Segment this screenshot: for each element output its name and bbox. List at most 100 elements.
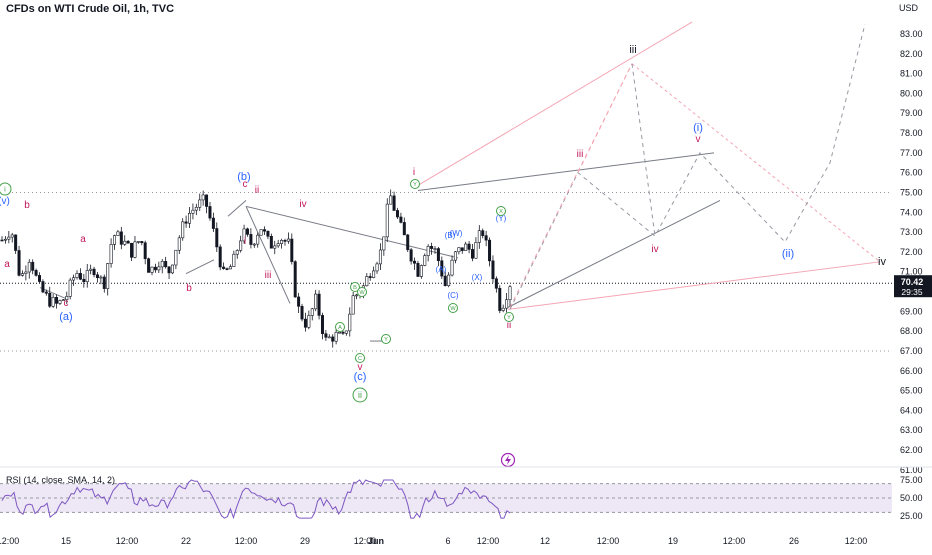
price-tick-label: 75.00 bbox=[900, 187, 923, 197]
projection-path bbox=[509, 23, 866, 310]
candle-body bbox=[307, 315, 311, 328]
chart-title: CFDs on WTI Crude Oil, 1h, TVC bbox=[6, 3, 175, 15]
candle-body bbox=[508, 286, 512, 301]
wave-label: ii bbox=[255, 185, 259, 196]
candle-body bbox=[31, 261, 35, 271]
circled-wave-x-text: X bbox=[499, 209, 503, 215]
time-tick-label: 12:00 bbox=[116, 536, 139, 546]
candle-body bbox=[266, 230, 270, 237]
flash-icon-bolt bbox=[505, 455, 511, 465]
candle-body bbox=[194, 206, 198, 211]
candle-body bbox=[65, 296, 69, 300]
time-tick-label: 12 bbox=[540, 536, 550, 546]
candle-body bbox=[273, 245, 277, 249]
candle-body bbox=[348, 313, 352, 332]
time-tick-label: 29 bbox=[300, 536, 310, 546]
candle-body bbox=[48, 292, 52, 307]
price-tick-label: 61.00 bbox=[900, 465, 923, 475]
circled-wave-c bbox=[355, 353, 365, 363]
candle-body bbox=[280, 240, 284, 244]
projection-channel bbox=[631, 63, 881, 263]
candle-body bbox=[133, 241, 137, 258]
wave-label: b bbox=[186, 283, 192, 294]
candle-body bbox=[440, 260, 444, 277]
candle-body bbox=[68, 279, 72, 297]
wave-label: (A) bbox=[436, 265, 447, 274]
candle-body bbox=[205, 194, 209, 207]
candle-body bbox=[34, 270, 38, 276]
candle-body bbox=[20, 273, 24, 276]
circled-wave-b bbox=[350, 282, 360, 292]
candle-body bbox=[399, 216, 403, 223]
trend-line bbox=[185, 259, 215, 275]
candle-body bbox=[460, 247, 464, 251]
candle-body bbox=[433, 248, 437, 250]
candle-body bbox=[385, 203, 389, 238]
candle-body bbox=[263, 229, 267, 232]
candle-body bbox=[126, 240, 130, 244]
price-tick-label: 64.00 bbox=[900, 405, 923, 415]
candle-body bbox=[191, 209, 195, 214]
wave-label: v bbox=[696, 134, 701, 145]
candle-body bbox=[136, 241, 140, 243]
circled-wave-a bbox=[335, 322, 345, 332]
circled-wave-w bbox=[448, 303, 458, 313]
candle-body bbox=[150, 266, 154, 273]
candle-body bbox=[491, 260, 495, 280]
candle-body bbox=[375, 263, 379, 272]
candle-body bbox=[297, 296, 301, 307]
wave-label: b bbox=[24, 200, 30, 211]
time-tick-label: 12:00 bbox=[845, 536, 868, 546]
circled-wave-y bbox=[504, 312, 514, 322]
candle-body bbox=[130, 242, 134, 258]
candle-body bbox=[174, 249, 178, 266]
projection-path bbox=[631, 63, 656, 237]
candle-body bbox=[225, 268, 229, 270]
candle-body bbox=[392, 195, 396, 211]
candle-body bbox=[477, 230, 481, 243]
candle-body bbox=[89, 268, 93, 271]
candle-body bbox=[467, 243, 471, 250]
candle-body bbox=[290, 238, 294, 262]
time-tick-label: 12:00 bbox=[0, 536, 19, 546]
circled-wave-y bbox=[410, 179, 420, 189]
candle-body bbox=[303, 318, 307, 328]
candle-body bbox=[147, 258, 151, 273]
candle-body bbox=[72, 277, 76, 281]
wave-label: iv bbox=[878, 256, 886, 268]
candle-body bbox=[320, 315, 324, 334]
wave-label: (C) bbox=[447, 291, 458, 300]
currency-label: USD bbox=[898, 3, 918, 13]
bar-countdown: 29:35 bbox=[901, 287, 923, 297]
candle-body bbox=[106, 263, 110, 289]
wave-label: iv bbox=[299, 199, 306, 210]
candle-body bbox=[58, 300, 62, 304]
trend-line bbox=[39, 287, 69, 300]
candle-body bbox=[3, 238, 7, 241]
wave-label: (c) bbox=[354, 371, 367, 383]
candle-body bbox=[61, 299, 65, 301]
circled-wave-ii-text: ii bbox=[358, 390, 362, 400]
candle-body bbox=[164, 261, 168, 268]
candle-body bbox=[423, 255, 427, 266]
trend-line bbox=[417, 152, 715, 191]
time-tick-label: 12:00 bbox=[354, 536, 377, 546]
candle-body bbox=[453, 251, 457, 261]
candle-body bbox=[167, 266, 171, 274]
candle-body bbox=[283, 240, 287, 242]
candle-body bbox=[85, 270, 89, 283]
candle-body bbox=[416, 262, 420, 277]
time-tick-label: 22 bbox=[181, 536, 191, 546]
wave-label: (B) bbox=[445, 231, 456, 240]
candle-body bbox=[447, 274, 451, 286]
wave-label: ii bbox=[507, 320, 511, 331]
candle-body bbox=[338, 331, 342, 334]
candle-body bbox=[0, 239, 4, 242]
candle-body bbox=[218, 246, 222, 268]
wave-label: iv bbox=[651, 244, 658, 255]
candle-body bbox=[109, 244, 113, 264]
candle-body bbox=[113, 235, 117, 245]
wave-label: (i) bbox=[693, 122, 703, 134]
